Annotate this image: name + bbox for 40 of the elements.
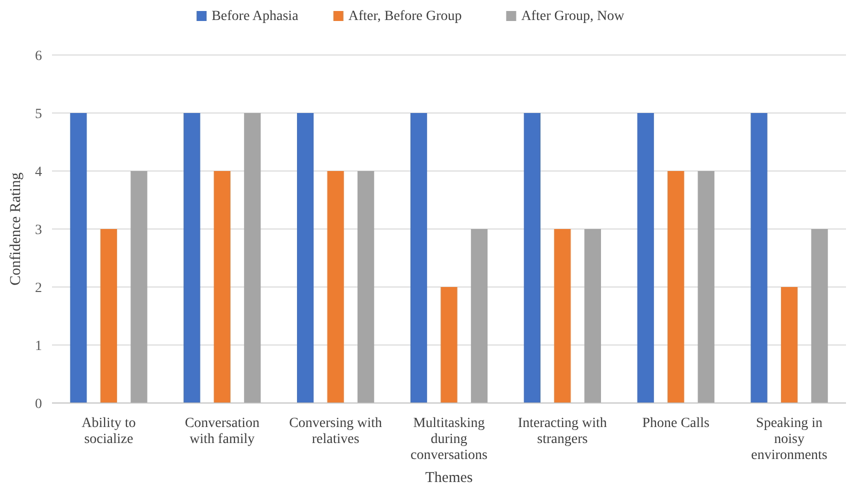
bar <box>584 229 601 403</box>
x-tick-label: Speaking in noisy environments <box>751 416 828 463</box>
bar <box>780 287 798 403</box>
bar <box>698 171 714 403</box>
bar <box>637 113 654 403</box>
x-tick-label: Ability to socialize <box>82 416 136 447</box>
x-tick-label: Phone Calls <box>642 416 710 431</box>
y-tick-label: 6 <box>35 48 42 64</box>
bar <box>668 171 684 403</box>
bar <box>410 113 428 403</box>
y-tick-label: 2 <box>35 280 42 296</box>
legend-label: After Group, Now <box>521 9 626 24</box>
y-tick-label: 0 <box>35 396 42 412</box>
bar <box>70 113 87 403</box>
bar <box>358 171 374 403</box>
legend-label: After, Before Group <box>348 9 462 24</box>
y-tick-label: 4 <box>35 164 42 180</box>
bar <box>470 229 488 403</box>
bar <box>184 113 200 403</box>
bar <box>750 113 768 403</box>
y-tick-label: 1 <box>35 338 42 354</box>
x-tick-label: Multitasking during conversations <box>410 416 488 463</box>
y-tick-label: 5 <box>35 106 42 122</box>
bar <box>524 113 540 403</box>
x-tick-label: Conversation with family <box>184 416 260 447</box>
bar <box>327 171 344 403</box>
bar <box>297 113 314 403</box>
bar <box>554 229 571 403</box>
bar <box>440 287 458 403</box>
x-tick-label: Conversing with relatives <box>289 416 382 447</box>
bar <box>130 171 148 403</box>
bar <box>100 229 118 403</box>
x-axis-title: Themes <box>425 470 473 486</box>
y-axis-title: Confidence Rating <box>8 172 24 286</box>
legend-label: Before Aphasia <box>212 9 300 24</box>
bar <box>811 229 828 403</box>
bar <box>244 113 261 403</box>
bar <box>214 171 230 403</box>
x-tick-label: Interacting with strangers <box>518 416 607 447</box>
y-tick-label: 3 <box>35 222 42 238</box>
